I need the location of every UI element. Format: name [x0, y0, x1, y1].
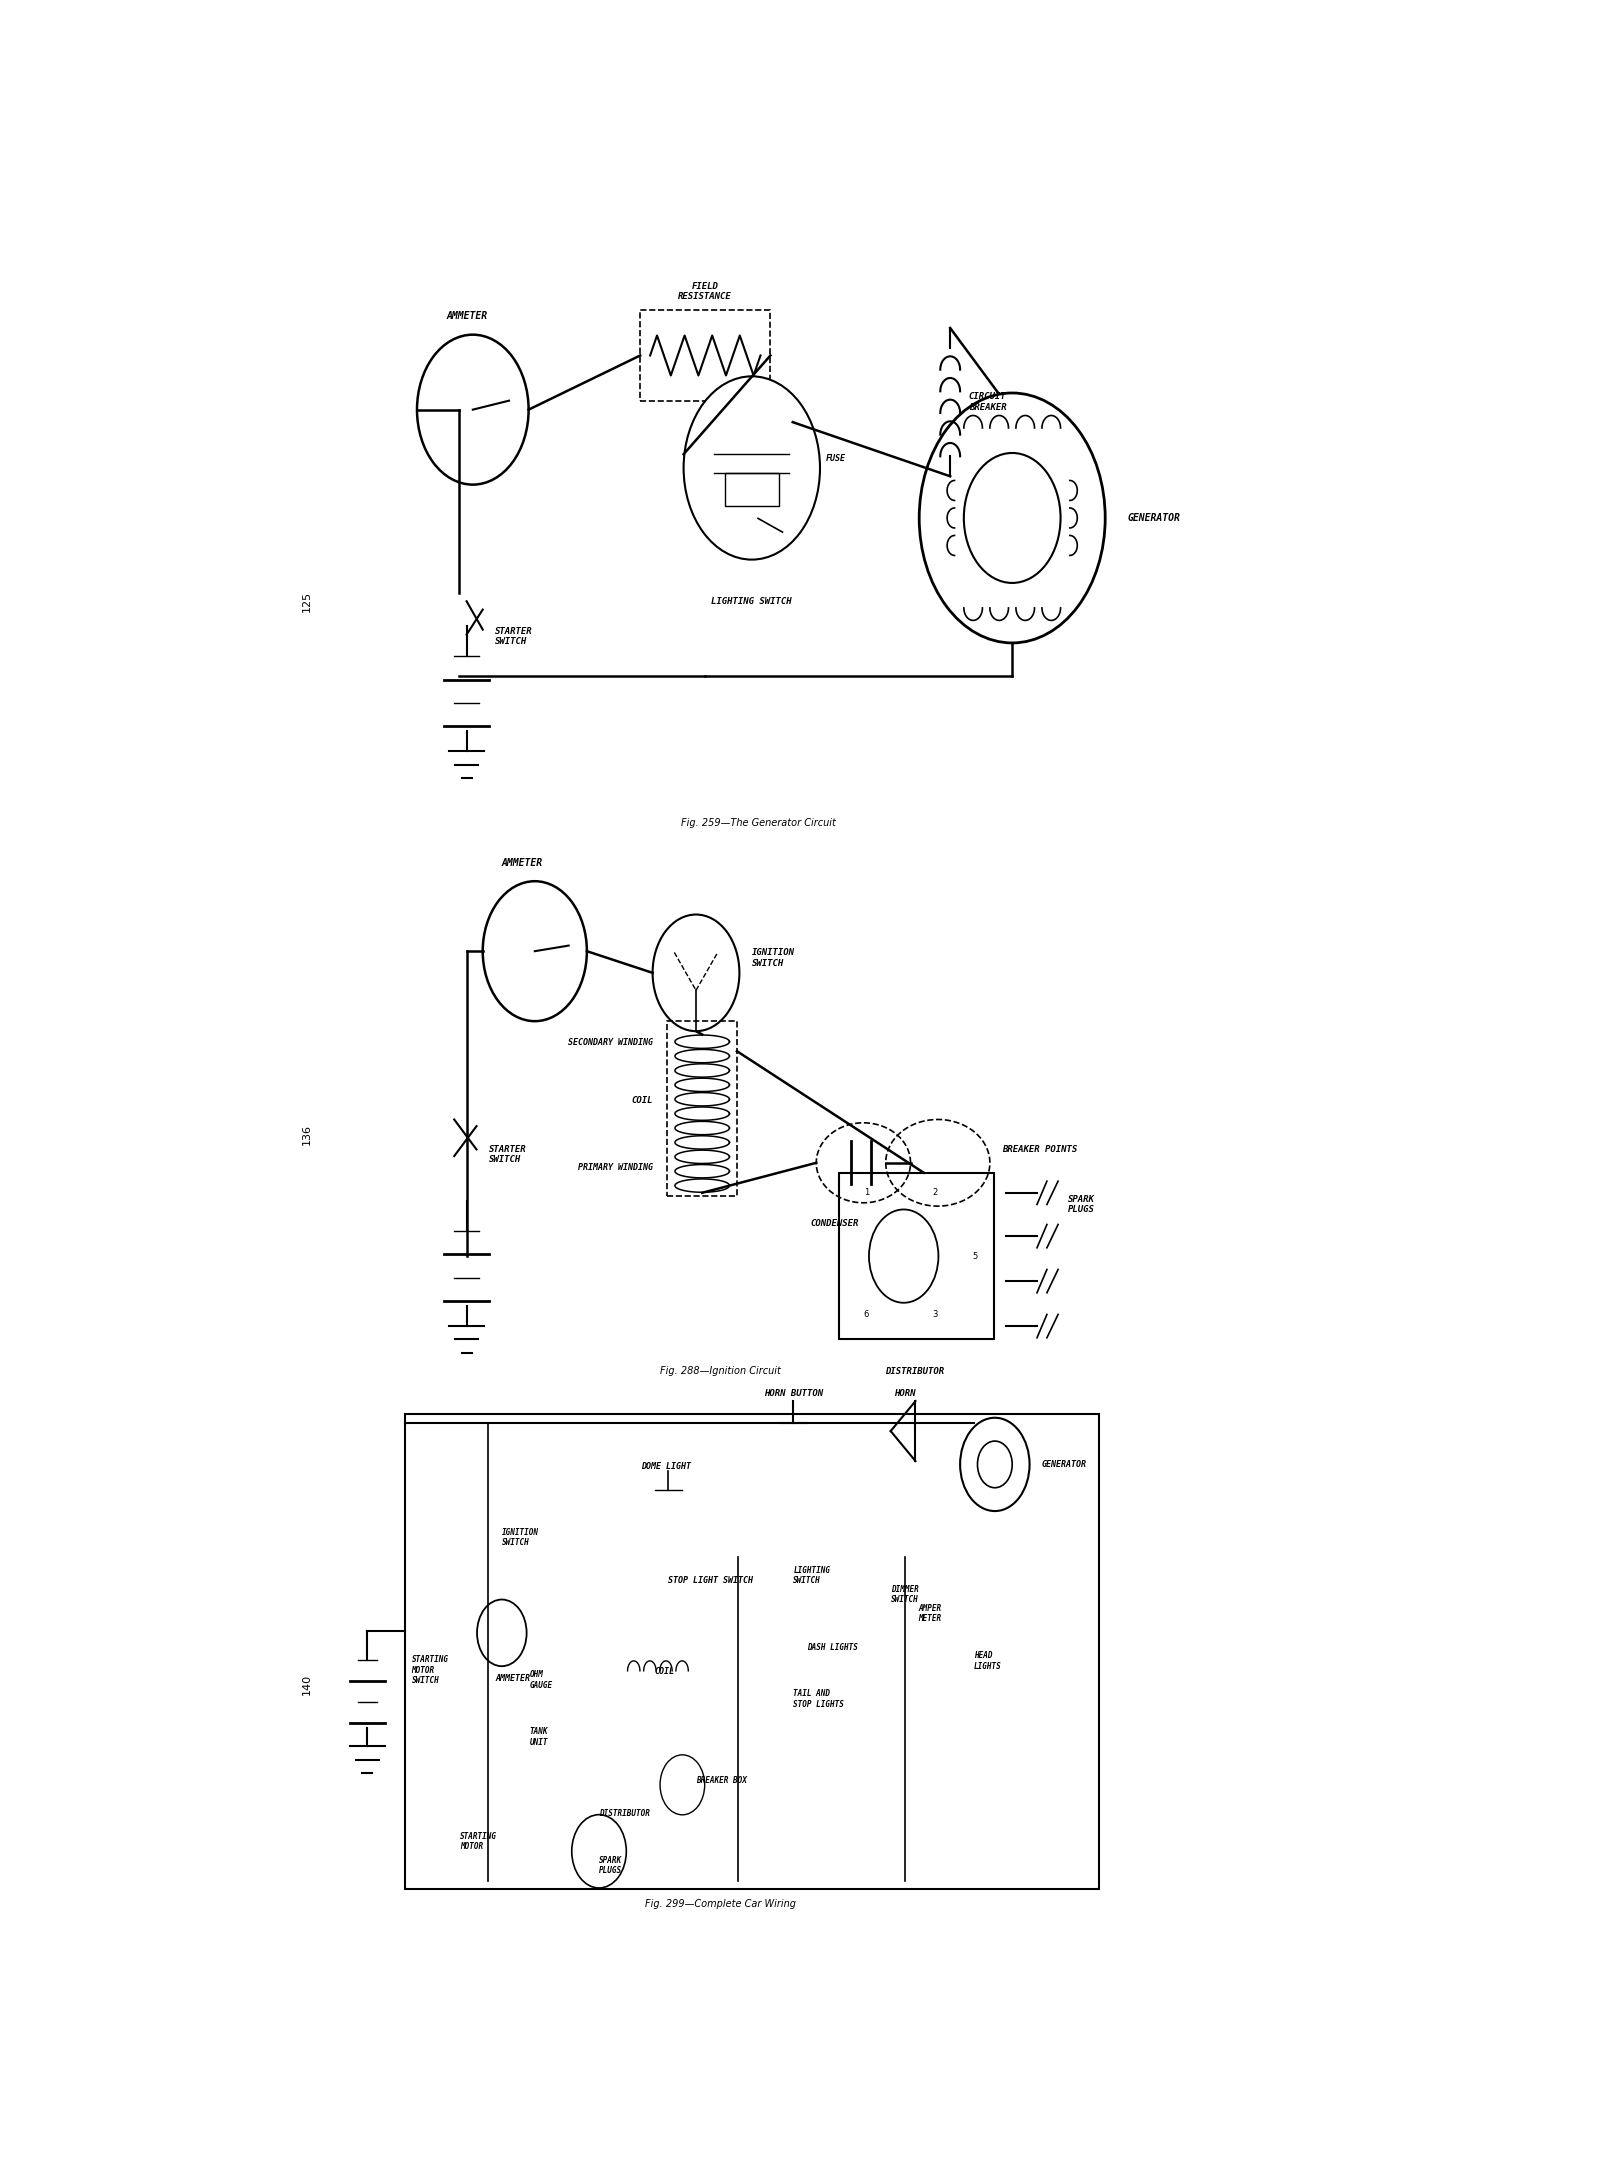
Text: HORN BUTTON: HORN BUTTON	[763, 1389, 822, 1398]
Text: 5: 5	[973, 1251, 978, 1262]
Text: BREAKER BOX: BREAKER BOX	[696, 1777, 747, 1785]
Text: SECONDARY WINDING: SECONDARY WINDING	[568, 1039, 653, 1047]
Text: 125: 125	[302, 591, 312, 612]
Text: DISTRIBUTOR: DISTRIBUTOR	[885, 1368, 944, 1376]
Text: 140: 140	[302, 1673, 312, 1694]
Circle shape	[483, 881, 587, 1021]
Text: COIL: COIL	[630, 1097, 653, 1106]
Circle shape	[510, 403, 520, 415]
Text: 2: 2	[933, 1188, 938, 1197]
Text: STARTER
SWITCH: STARTER SWITCH	[490, 1145, 526, 1164]
Circle shape	[683, 377, 819, 560]
Text: STOP LIGHT SWITCH: STOP LIGHT SWITCH	[669, 1575, 754, 1586]
Text: LIGHTING
SWITCH: LIGHTING SWITCH	[794, 1567, 830, 1586]
Text: TAIL AND
STOP LIGHTS: TAIL AND STOP LIGHTS	[794, 1690, 845, 1710]
Text: DOME LIGHT: DOME LIGHT	[640, 1463, 691, 1472]
Text: SPARK
PLUGS: SPARK PLUGS	[1069, 1195, 1094, 1214]
Text: Fig. 259—The Generator Circuit: Fig. 259—The Generator Circuit	[680, 818, 835, 829]
Text: DISTRIBUTOR: DISTRIBUTOR	[598, 1809, 650, 1818]
Text: IGNITION
SWITCH: IGNITION SWITCH	[752, 948, 795, 967]
Text: HORN: HORN	[894, 1389, 915, 1398]
Text: CIRCUIT
BREAKER: CIRCUIT BREAKER	[970, 392, 1006, 411]
Bar	[838, 1173, 994, 1340]
Text: PRIMARY WINDING: PRIMARY WINDING	[578, 1162, 653, 1173]
Text: GENERATOR: GENERATOR	[1128, 513, 1181, 524]
Circle shape	[571, 1816, 626, 1887]
Circle shape	[869, 1210, 939, 1303]
Text: OHM
GAUGE: OHM GAUGE	[530, 1671, 552, 1690]
Circle shape	[571, 946, 581, 956]
Text: COIL: COIL	[654, 1666, 675, 1675]
Text: Fig. 299—Complete Car Wiring: Fig. 299—Complete Car Wiring	[645, 1900, 797, 1909]
Bar	[725, 474, 779, 506]
Bar	[640, 309, 771, 400]
Text: STARTING
MOTOR
SWITCH: STARTING MOTOR SWITCH	[411, 1655, 448, 1686]
Text: FUSE: FUSE	[826, 454, 846, 463]
Text: DIMMER
SWITCH: DIMMER SWITCH	[891, 1584, 918, 1604]
Text: AMMETER: AMMETER	[446, 312, 486, 320]
Circle shape	[918, 394, 1106, 643]
Circle shape	[960, 1417, 1029, 1510]
Text: DASH LIGHTS: DASH LIGHTS	[808, 1642, 858, 1651]
Text: FIELD
RESISTANCE: FIELD RESISTANCE	[678, 281, 733, 301]
Circle shape	[963, 452, 1061, 582]
Text: CONDENSER: CONDENSER	[810, 1218, 859, 1227]
Text: HEAD
LIGHTS: HEAD LIGHTS	[974, 1651, 1002, 1671]
Text: IGNITION
SWITCH: IGNITION SWITCH	[502, 1528, 539, 1547]
Text: AMPER
METER: AMPER METER	[918, 1604, 941, 1623]
Text: LIGHTING SWITCH: LIGHTING SWITCH	[712, 597, 792, 606]
Text: STARTER
SWITCH: STARTER SWITCH	[494, 628, 533, 647]
Text: BREAKER POINTS: BREAKER POINTS	[1002, 1145, 1077, 1153]
Text: 6: 6	[864, 1309, 869, 1318]
Text: 1: 1	[864, 1188, 869, 1197]
Circle shape	[477, 1599, 526, 1666]
Text: AMMETER: AMMETER	[502, 857, 542, 868]
Circle shape	[661, 1755, 704, 1816]
Text: TANK
UNIT: TANK UNIT	[530, 1727, 549, 1746]
Text: AMMETER: AMMETER	[496, 1673, 531, 1684]
Text: SPARK
PLUGS: SPARK PLUGS	[598, 1857, 622, 1874]
Text: 136: 136	[302, 1123, 312, 1145]
Text: STARTING
MOTOR: STARTING MOTOR	[461, 1833, 498, 1852]
Bar	[405, 1415, 1099, 1889]
Circle shape	[418, 335, 528, 485]
Text: Fig. 288—Ignition Circuit: Fig. 288—Ignition Circuit	[661, 1365, 781, 1376]
Text: GENERATOR: GENERATOR	[1042, 1461, 1086, 1469]
Circle shape	[978, 1441, 1013, 1487]
Circle shape	[653, 915, 739, 1032]
Bar	[667, 1021, 738, 1197]
Text: 3: 3	[933, 1309, 938, 1318]
